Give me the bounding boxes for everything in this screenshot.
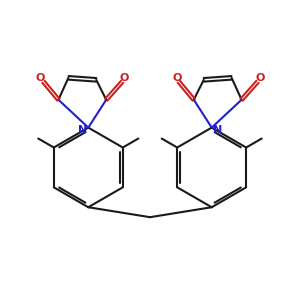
Text: O: O xyxy=(172,73,182,83)
Text: N: N xyxy=(78,124,87,135)
Text: N: N xyxy=(213,124,222,135)
Text: O: O xyxy=(36,73,45,83)
Text: O: O xyxy=(256,73,265,83)
Text: O: O xyxy=(119,73,129,83)
